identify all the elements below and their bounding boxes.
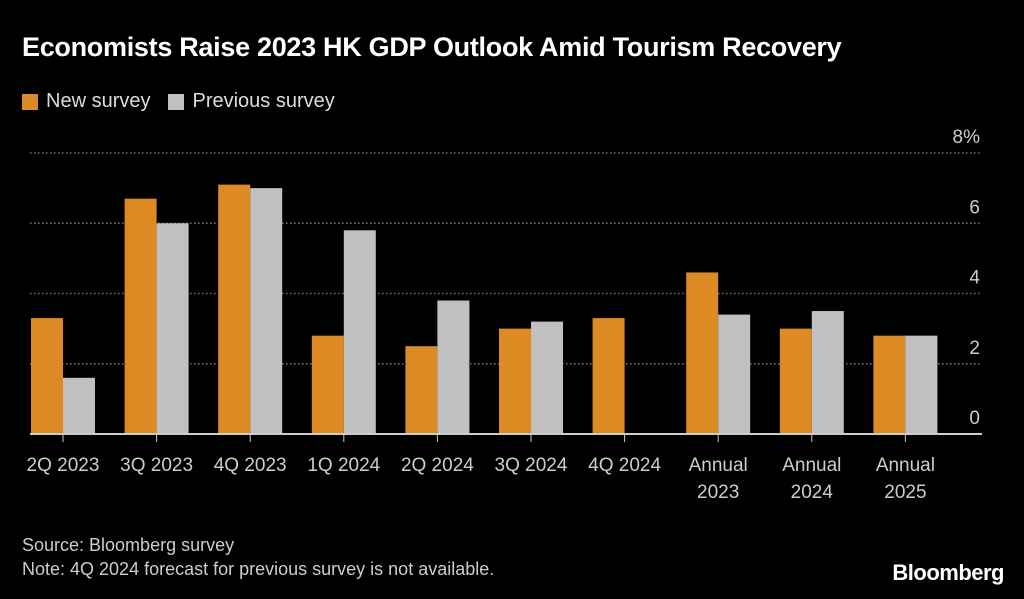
bar-new (499, 328, 531, 434)
x-tick-label: 2024 (791, 482, 834, 503)
bar-new (124, 198, 157, 434)
bar-previous (718, 314, 751, 434)
bar-new (218, 184, 251, 434)
legend-swatch-previous (168, 93, 185, 110)
x-tick-label: 2Q 2024 (401, 455, 474, 476)
bar-previous (250, 188, 283, 434)
bar-new (311, 335, 344, 434)
bar-previous (63, 377, 95, 434)
y-tick-label: 8% (953, 127, 981, 148)
legend-item-new: New survey (22, 90, 150, 113)
y-tick-label: 2 (969, 338, 980, 359)
bar-new (405, 346, 438, 434)
x-tick-label: 4Q 2023 (214, 455, 287, 476)
bar-previous (905, 335, 938, 434)
bar-previous (343, 230, 376, 434)
legend-item-previous: Previous survey (168, 90, 335, 113)
bar-previous (531, 321, 563, 434)
legend-swatch-new (22, 93, 38, 110)
x-tick-label: Annual (876, 455, 935, 476)
legend-label-new: New survey (46, 90, 151, 112)
bar-new (873, 335, 906, 434)
bar-new (686, 272, 719, 434)
y-tick-label: 6 (969, 197, 980, 218)
bar-new (31, 318, 63, 434)
bar-previous (811, 311, 844, 434)
x-tick-label: Annual (689, 455, 748, 476)
legend: New survey Previous survey (22, 90, 353, 113)
x-tick-label: 2Q 2023 (27, 455, 100, 476)
bar-new (592, 318, 625, 434)
footnote: Note: 4Q 2024 forecast for previous surv… (22, 559, 495, 579)
x-tick-label: 4Q 2024 (588, 455, 661, 476)
x-tick-label: 2025 (884, 482, 926, 503)
x-tick-label: Annual (782, 455, 841, 476)
bar-new (779, 328, 812, 434)
y-tick-label: 0 (969, 408, 980, 429)
x-tick-label: 2023 (697, 482, 739, 503)
chart-title: Economists Raise 2023 HK GDP Outlook Ami… (22, 32, 842, 62)
y-tick-label: 4 (969, 268, 980, 289)
source-note: Source: Bloomberg survey (22, 535, 235, 555)
legend-label-previous: Previous survey (192, 90, 335, 112)
bar-previous (156, 223, 189, 434)
bar-previous (437, 300, 470, 434)
x-tick-label: 1Q 2024 (307, 455, 380, 476)
bloomberg-logo: Bloomberg (892, 560, 1004, 585)
x-tick-label: 3Q 2024 (495, 455, 568, 476)
x-tick-label: 3Q 2023 (120, 455, 193, 476)
